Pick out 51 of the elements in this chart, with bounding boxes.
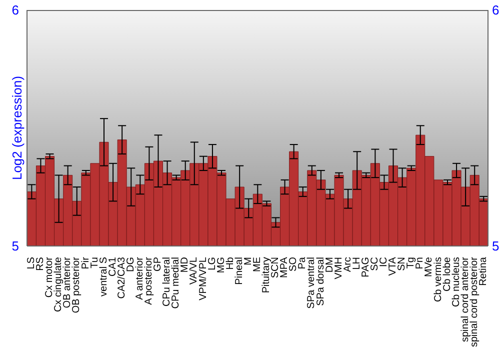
x-tick-label: RS (35, 256, 46, 271)
x-tick-label: Pituitary (261, 257, 272, 294)
x-tick-label: spinal cord anterior (460, 256, 471, 342)
x-tick-label: LG (206, 256, 218, 270)
x-tick-label: Pir (80, 256, 92, 270)
x-tick-label: ventral S (98, 256, 110, 296)
x-tick-label: M (242, 257, 254, 266)
x-tick-label: Arc (342, 257, 354, 272)
x-tick-label: Retina (478, 256, 489, 286)
x-tick-label: SC (370, 257, 381, 271)
x-tick-label: CA1 (107, 256, 118, 276)
x-tick-label: VMH (333, 257, 344, 280)
x-tick-label: SO (288, 256, 300, 272)
x-tick-label: SN (396, 257, 408, 271)
x-tick-label: VTA (388, 256, 399, 276)
x-tick-label: CA2/CA3 (116, 256, 128, 299)
x-tick-label: MG (216, 256, 227, 274)
x-tick-label: GP (152, 256, 164, 272)
x-tick-label: Cb nucleus (450, 257, 462, 308)
x-tick-label: Cb lobe (442, 256, 453, 292)
x-tick-label: LS (26, 256, 38, 270)
x-tick-label: Pn (414, 257, 426, 270)
x-tick-label: Tg (406, 257, 417, 269)
x-tick-label: MPA (279, 256, 290, 278)
x-tick-label: VPM/VPL (198, 256, 209, 300)
x-tick-label: MVe (424, 256, 435, 278)
x-tick-label: DM (324, 257, 336, 273)
x-tick-label: CPu medial (170, 257, 182, 309)
x-tick-label: LH (351, 257, 362, 270)
x-tick-label: Cx cingulate (53, 256, 64, 312)
x-tick-label: Cb vermis (432, 257, 444, 302)
x-tick-label: IC (378, 257, 390, 267)
x-tick-label: DG (125, 256, 136, 272)
x-tick-label: SPa ventral (306, 257, 318, 309)
x-tick-label: PAG (360, 256, 372, 278)
y-axis-title: Log2 (expression) (10, 76, 25, 180)
x-tick-label: VA/VL (188, 256, 200, 285)
y2-tick-label: 6 (492, 2, 500, 18)
x-tick-label: A anterior (134, 256, 146, 300)
x-tick-label: ME (252, 256, 263, 272)
x-tick-label: Pa (297, 256, 308, 270)
x-tick-label: Tu (89, 257, 100, 268)
x-tick-label: Hb (224, 256, 236, 270)
x-tick-label: OB anterior (62, 256, 74, 308)
x-tick-label: A posterior (144, 256, 155, 305)
y2-tick-label: 5 (492, 238, 500, 254)
x-tick-label: Pineal (234, 257, 245, 285)
x-tick-label: SPa dorsal (315, 257, 326, 306)
x-tick-label: SCN (270, 257, 282, 278)
x-tick-label: OB posterior (71, 256, 82, 314)
x-tick-label: spinal cord posterior (468, 256, 480, 348)
